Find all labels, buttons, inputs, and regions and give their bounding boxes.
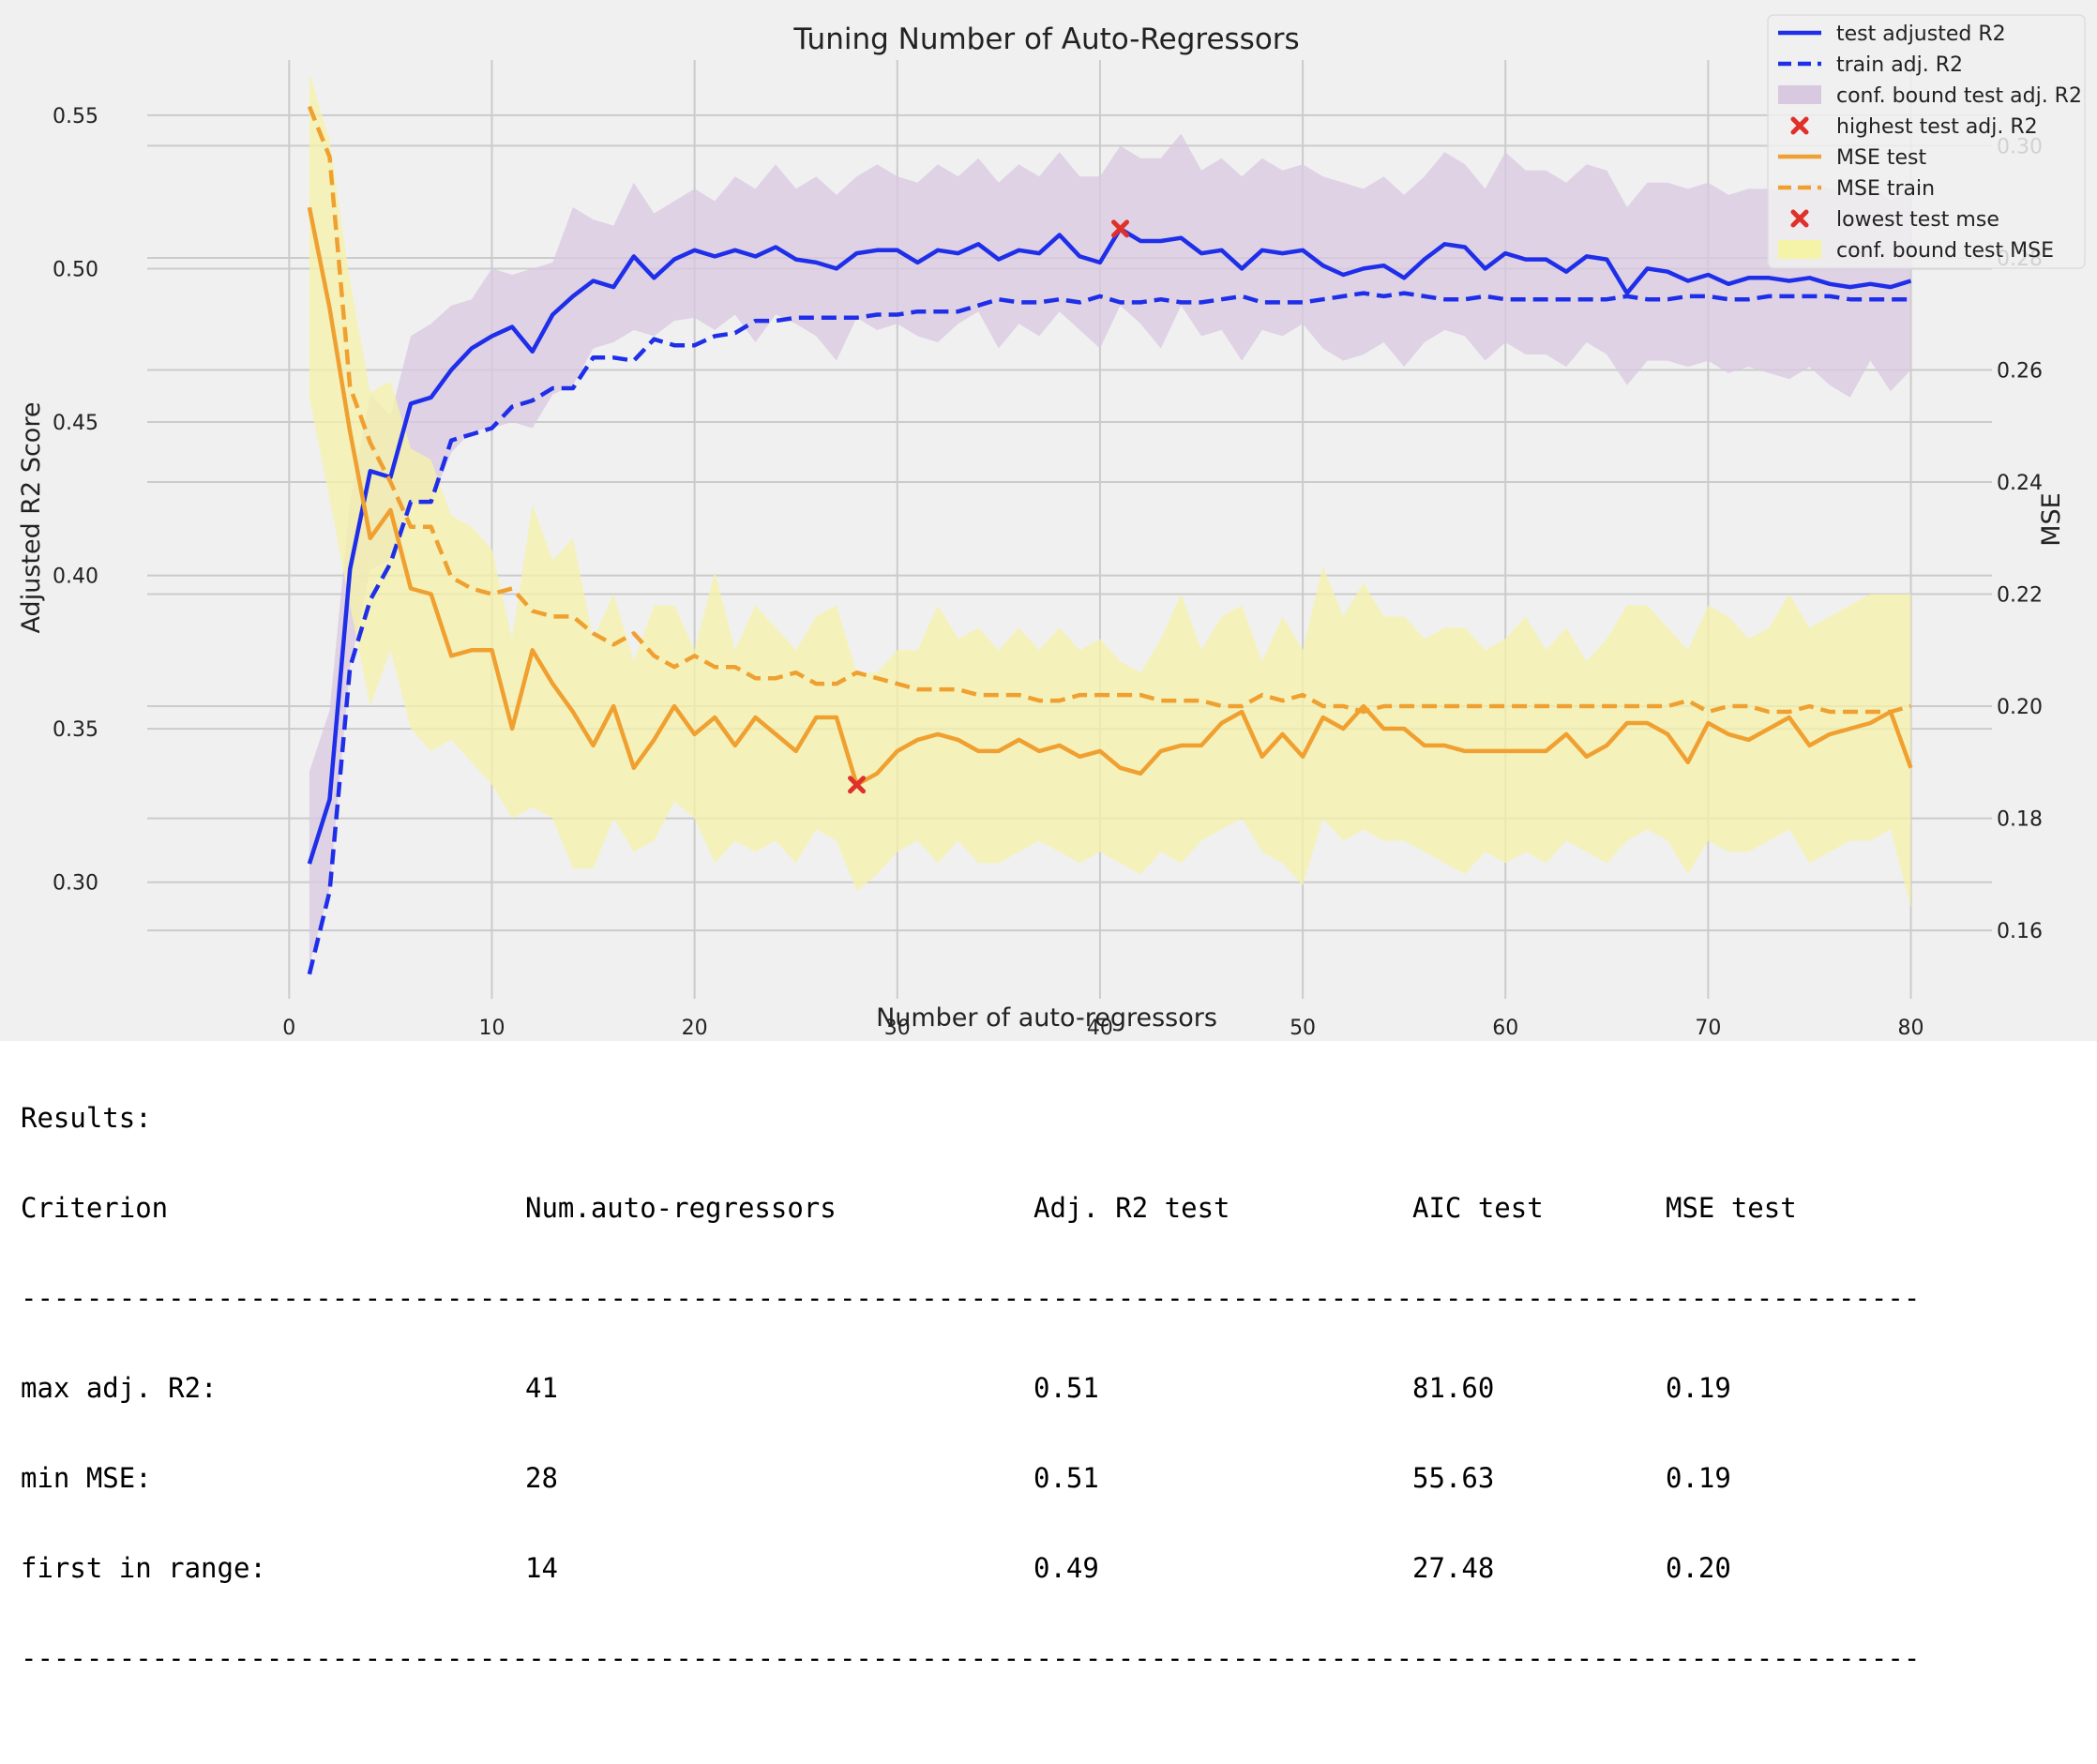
- cell-mse: 0.19: [1666, 1462, 1731, 1494]
- y2-tick-label: 0.20: [1997, 696, 2043, 719]
- x-tick-label: 50: [1290, 1017, 1316, 1040]
- legend-label: conf. bound test MSE: [1836, 239, 2054, 263]
- series-test-adjusted-r2: [307, 226, 1912, 865]
- legend-swatch: [1778, 240, 1821, 259]
- cell-mse: 0.20: [1666, 1552, 1731, 1584]
- y-axis-label: Adjusted R2 Score: [17, 402, 46, 634]
- x-tick-label: 40: [1087, 1017, 1113, 1040]
- y2-tick-label: 0.26: [1997, 359, 2043, 383]
- cell-adj-r2: 0.51: [1033, 1462, 1099, 1494]
- legend-label: test adjusted R2: [1836, 23, 2006, 46]
- series-mse-train: [307, 105, 1912, 715]
- cell-aic: 55.63: [1412, 1462, 1495, 1494]
- legend-swatch: [1790, 209, 1809, 228]
- cell-adj-r2: 0.49: [1033, 1552, 1099, 1584]
- results-rule-bottom: ----------------------------------------…: [21, 1643, 1924, 1673]
- band-conf-bound-test-adj-r2: [309, 133, 1911, 965]
- legend-swatch: [1778, 85, 1821, 104]
- x-axis-label: Number of auto-regressors: [876, 1003, 1217, 1033]
- cell-criterion: max adj. R2:: [21, 1372, 218, 1404]
- y2-tick-label: 0.22: [1997, 584, 2043, 608]
- y2-tick-label: 0.18: [1997, 808, 2043, 832]
- col-header-mse-test: MSE test: [1666, 1192, 1797, 1224]
- cell-criterion: first in range:: [21, 1552, 266, 1584]
- y2-tick-label: 0.16: [1997, 920, 2043, 943]
- y2-axis-label: MSE: [2037, 492, 2066, 547]
- cell-adj-r2: 0.51: [1033, 1372, 1099, 1404]
- table-row: first in range: 14 0.49 27.48 0.20: [21, 1553, 1924, 1583]
- results-table: Results: Criterion Num.auto-regressors A…: [21, 1043, 1924, 1703]
- col-header-num-autoregressors: Num.auto-regressors: [525, 1192, 837, 1224]
- y-tick-label: 0.35: [53, 718, 98, 742]
- y-tick-label: 0.45: [53, 412, 98, 435]
- marker-lowest-test-mse-stroke: [848, 776, 867, 794]
- col-header-criterion: Criterion: [21, 1192, 169, 1224]
- series-mse-test: [307, 206, 1913, 787]
- marker-highest-test-adj-r2-stroke: [1111, 219, 1130, 238]
- cell-aic: 81.60: [1412, 1372, 1495, 1404]
- x-tick-label: 0: [282, 1017, 295, 1040]
- x-tick-label: 30: [884, 1017, 911, 1040]
- legend-swatch-stroke: [1790, 116, 1809, 135]
- chart-area: 0 10 20 30 40 50 60 70 80 0.30 0.35 0.40 0.45 0.50 0.5…: [0, 0, 2097, 1041]
- x-tick-label: 10: [478, 1017, 505, 1040]
- x-tick-label: 60: [1492, 1017, 1518, 1040]
- cell-num: 14: [525, 1552, 558, 1584]
- results-rule-top: ----------------------------------------…: [21, 1283, 1924, 1313]
- cell-criterion: min MSE:: [21, 1462, 152, 1494]
- y-tick-label: 0.50: [53, 258, 98, 281]
- legend-box: [1767, 14, 2086, 269]
- legend-label: conf. bound test adj. R2: [1836, 84, 2082, 108]
- marker-highest-test-adj-r2: [1111, 219, 1130, 238]
- results-heading-text: Results:: [21, 1102, 152, 1134]
- y-tick-label: 0.30: [53, 872, 98, 896]
- band-conf-bound-test-mse: [309, 72, 1911, 909]
- cell-mse: 0.19: [1666, 1372, 1731, 1404]
- x-tick-label: 70: [1695, 1017, 1721, 1040]
- legend-label: highest test adj. R2: [1836, 115, 2038, 139]
- marker-lowest-test-mse: [848, 776, 867, 794]
- x-tick-label: 80: [1898, 1017, 1924, 1040]
- x-tick-label: 20: [682, 1017, 708, 1040]
- legend-label: lowest test mse: [1836, 208, 1999, 232]
- results-header-row: Criterion Num.auto-regressors Adj. R2 te…: [21, 1193, 1924, 1223]
- legend-label: MSE test: [1836, 146, 1926, 170]
- series-train-adj-r2: [307, 291, 1911, 975]
- legend-swatch-stroke: [1790, 209, 1809, 228]
- chart-title: Tuning Number of Auto-Regressors: [792, 23, 1299, 56]
- y2-tick-label: 0.24: [1997, 472, 2043, 495]
- col-header-adj-r2-test: Adj. R2 test: [1033, 1192, 1230, 1224]
- table-row: min MSE: 28 0.51 55.63 0.19: [21, 1463, 1924, 1493]
- results-heading: Results:: [21, 1103, 1924, 1133]
- cell-aic: 27.48: [1412, 1552, 1495, 1584]
- tuning-chart: 0 10 20 30 40 50 60 70 80 0.30 0.35 0.40 0.45 0.50 0.5…: [0, 0, 2097, 1041]
- table-row: max adj. R2: 41 0.51 81.60 0.19: [21, 1373, 1924, 1403]
- cell-num: 28: [525, 1462, 558, 1494]
- col-header-aic-test: AIC test: [1412, 1192, 1544, 1224]
- legend-label: train adj. R2: [1836, 53, 1963, 77]
- y-tick-label: 0.40: [53, 565, 98, 589]
- legend-label: MSE train: [1836, 177, 1935, 201]
- cell-num: 41: [525, 1372, 558, 1404]
- legend: test adjusted R2 train adj. R2 conf. bound…: [1767, 14, 2086, 269]
- legend-swatch: [1790, 116, 1809, 135]
- y-tick-label: 0.55: [53, 105, 98, 128]
